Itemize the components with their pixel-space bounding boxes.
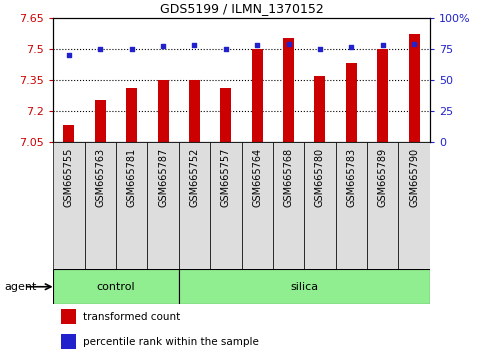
Bar — [157, 80, 169, 142]
Text: GSM665789: GSM665789 — [378, 148, 388, 207]
Bar — [398, 142, 430, 269]
Title: GDS5199 / ILMN_1370152: GDS5199 / ILMN_1370152 — [159, 2, 324, 15]
Bar — [53, 269, 179, 304]
Text: GSM665757: GSM665757 — [221, 148, 231, 207]
Text: GSM665783: GSM665783 — [346, 148, 356, 207]
Bar — [95, 100, 106, 142]
Point — [97, 46, 104, 51]
Bar — [367, 142, 398, 269]
Bar — [189, 80, 200, 142]
Text: GSM665752: GSM665752 — [189, 148, 199, 207]
Bar — [61, 334, 76, 349]
Bar — [179, 269, 430, 304]
Text: percentile rank within the sample: percentile rank within the sample — [83, 337, 259, 347]
Bar — [116, 142, 147, 269]
Text: GSM665780: GSM665780 — [315, 148, 325, 207]
Point — [191, 42, 199, 48]
Bar — [273, 142, 304, 269]
Bar — [220, 88, 231, 142]
Point — [285, 41, 293, 46]
Bar — [63, 125, 74, 142]
Text: agent: agent — [5, 282, 37, 292]
Bar — [283, 38, 294, 142]
Point — [128, 46, 135, 51]
Bar — [147, 142, 179, 269]
Point — [316, 46, 324, 51]
Text: control: control — [97, 282, 135, 292]
Text: GSM665781: GSM665781 — [127, 148, 137, 207]
Bar — [85, 142, 116, 269]
Point — [411, 41, 418, 46]
Bar — [126, 88, 137, 142]
Bar — [377, 48, 388, 142]
Bar — [242, 142, 273, 269]
Bar — [252, 48, 263, 142]
Bar — [409, 34, 420, 142]
Text: transformed count: transformed count — [83, 312, 181, 322]
Text: silica: silica — [290, 282, 318, 292]
Bar — [53, 142, 85, 269]
Text: GSM665755: GSM665755 — [64, 148, 74, 207]
Bar — [336, 142, 367, 269]
Point — [379, 42, 387, 48]
Point — [65, 52, 73, 58]
Point — [253, 42, 261, 48]
Text: GSM665787: GSM665787 — [158, 148, 168, 207]
Point — [348, 45, 355, 50]
Text: GSM665764: GSM665764 — [252, 148, 262, 207]
Bar — [346, 63, 357, 142]
Point — [222, 46, 230, 51]
Point — [159, 43, 167, 49]
Bar — [210, 142, 242, 269]
Bar — [179, 142, 210, 269]
Bar — [61, 309, 76, 324]
Text: GSM665768: GSM665768 — [284, 148, 294, 207]
Bar — [314, 75, 326, 142]
Text: GSM665790: GSM665790 — [409, 148, 419, 207]
Bar — [304, 142, 336, 269]
Text: GSM665763: GSM665763 — [95, 148, 105, 207]
